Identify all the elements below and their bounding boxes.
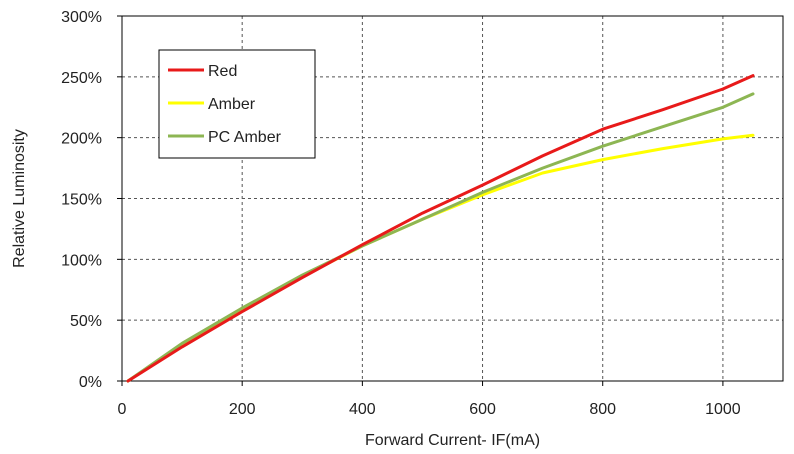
x-tick-label: 600 xyxy=(469,401,496,418)
y-tick-label: 150% xyxy=(61,192,102,209)
legend: Red Amber PC Amber xyxy=(158,49,316,159)
legend-label-red: Red xyxy=(208,63,237,80)
series-line-amber xyxy=(126,133,755,383)
y-tick-label: 250% xyxy=(61,70,102,87)
series-lines xyxy=(126,74,755,383)
x-axis-title: Forward Current- IF(mA) xyxy=(365,432,540,449)
y-tick-label: 200% xyxy=(61,131,102,148)
x-axis-ticks: 0 200 400 600 800 1000 xyxy=(118,381,741,418)
y-tick-label: 50% xyxy=(70,313,102,330)
x-tick-label: 400 xyxy=(349,401,376,418)
x-tick-label: 0 xyxy=(118,401,127,418)
y-tick-label: 100% xyxy=(61,252,102,269)
y-tick-label: 300% xyxy=(61,9,102,26)
x-tick-label: 800 xyxy=(589,401,616,418)
y-axis-title: Relative Luminosity xyxy=(11,129,28,268)
legend-label-pc-amber: PC Amber xyxy=(208,129,282,146)
y-axis-ticks: 0% 50% 100% 150% 200% 250% 300% xyxy=(61,9,122,391)
legend-label-amber: Amber xyxy=(208,96,256,113)
series-line-pc-amber xyxy=(126,92,755,383)
x-tick-label: 200 xyxy=(229,401,256,418)
y-tick-label: 0% xyxy=(79,374,102,391)
x-tick-label: 1000 xyxy=(705,401,741,418)
series-line-red xyxy=(126,74,755,383)
